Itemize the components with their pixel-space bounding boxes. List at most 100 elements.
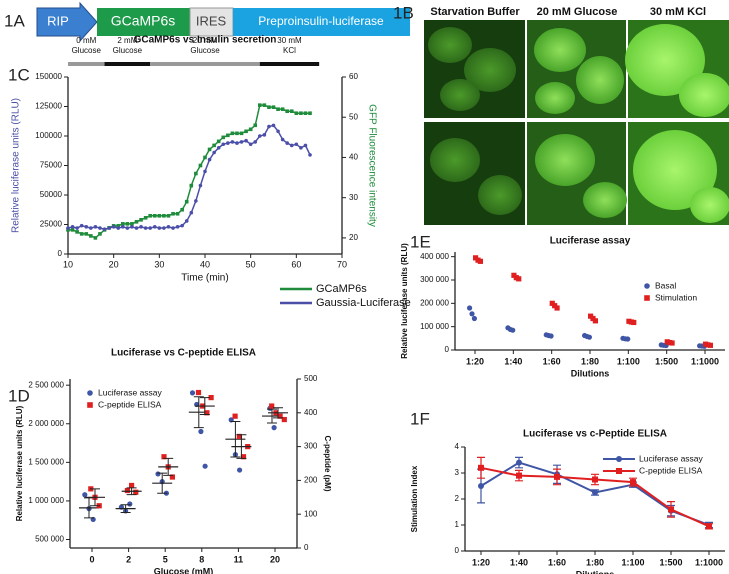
x-tick-label: 8 [199, 554, 204, 564]
error-bar [126, 487, 137, 496]
point [625, 336, 631, 342]
point [66, 226, 70, 230]
point [134, 226, 139, 230]
y2-tick-label: 300 [304, 442, 318, 451]
x-tick-label: 2 [126, 554, 131, 564]
y-tick-label: 25000 [40, 220, 63, 229]
point [244, 138, 248, 143]
point [299, 146, 303, 150]
x-tick-label: 0 [89, 554, 94, 564]
x-tick-label: 20 [270, 554, 280, 564]
condition-label: 0 mM [76, 36, 96, 45]
point [134, 220, 139, 224]
point [294, 111, 299, 116]
point [212, 150, 216, 155]
point [299, 111, 303, 116]
point [516, 276, 522, 282]
y2-axis-label: GFP Fluorescence intensity [366, 104, 377, 227]
y-tick-label: 2 000 000 [28, 419, 64, 428]
legend-marker [644, 295, 650, 301]
x-tick-label: 60 [291, 259, 301, 269]
point [289, 109, 294, 113]
point [630, 479, 636, 486]
legend-marker [616, 468, 622, 474]
point [308, 111, 312, 116]
point [216, 146, 221, 150]
point [554, 305, 560, 311]
chart-title: Luciferase vs C-peptide ELISA [111, 348, 256, 359]
legend-label: Stimulation [655, 292, 697, 302]
point [195, 389, 202, 396]
y-axis-label: Relative luciferase units (RLU) [11, 98, 22, 233]
point [175, 211, 180, 216]
error-bar [163, 457, 174, 476]
x-tick-label: 1:100 [621, 557, 644, 567]
point [75, 226, 79, 230]
x-tick-label: 10 [63, 259, 73, 269]
point [198, 163, 203, 168]
error-bar [90, 488, 100, 507]
point [267, 124, 271, 129]
x-tick-label: 1:40 [504, 356, 522, 366]
point [706, 523, 712, 530]
point [592, 476, 598, 483]
point [232, 413, 238, 419]
point [668, 506, 674, 513]
point [230, 140, 235, 144]
error-bar [273, 407, 283, 419]
point [169, 474, 175, 480]
x-tick-label: 1:1000 [691, 356, 719, 366]
point [84, 225, 89, 229]
point [510, 327, 516, 333]
point [226, 141, 230, 145]
image-header: 30 mM KCl [650, 6, 706, 18]
y-tick-label: 200 000 [420, 298, 449, 307]
condition-label: 2 mM [117, 36, 137, 45]
y2-tick-label: 30 [349, 193, 358, 202]
condition-label: KCl [283, 46, 296, 55]
point [198, 428, 204, 435]
y-tick-label: 1 000 000 [28, 496, 64, 505]
point [516, 472, 522, 479]
point [89, 234, 93, 238]
point [253, 123, 258, 128]
x-tick-label: 50 [246, 259, 256, 269]
point [230, 131, 235, 136]
point [269, 403, 275, 409]
y2-tick-label: 200 [304, 476, 318, 485]
point [669, 340, 675, 346]
point [93, 225, 98, 229]
point [478, 483, 484, 489]
y-tick-label: 150000 [35, 72, 62, 81]
point [244, 129, 248, 134]
point [148, 226, 152, 230]
point [239, 140, 244, 144]
point [107, 226, 111, 230]
point [237, 467, 243, 473]
point [276, 129, 280, 134]
point [82, 492, 88, 498]
x-tick-label: 11 [234, 554, 244, 564]
point [294, 142, 299, 147]
point [180, 223, 184, 228]
point [554, 473, 560, 480]
y-tick-label: 3 [455, 468, 460, 477]
point [189, 390, 196, 396]
point [161, 454, 167, 460]
point [280, 137, 285, 142]
point [89, 226, 93, 230]
point [93, 236, 98, 240]
y2-tick-label: 100 [304, 509, 318, 518]
error-bar [193, 396, 204, 429]
error-bar [230, 420, 241, 458]
point [166, 213, 171, 218]
y2-axis-label: C-peptide (pM) [323, 436, 332, 492]
point [127, 501, 133, 507]
point [226, 133, 230, 138]
construct-part: GCaMP6s [111, 13, 176, 29]
point [258, 134, 262, 138]
luciferase-block [233, 8, 410, 36]
point [477, 258, 483, 264]
legend-marker [616, 456, 622, 462]
construct-part: RIP [47, 13, 69, 28]
